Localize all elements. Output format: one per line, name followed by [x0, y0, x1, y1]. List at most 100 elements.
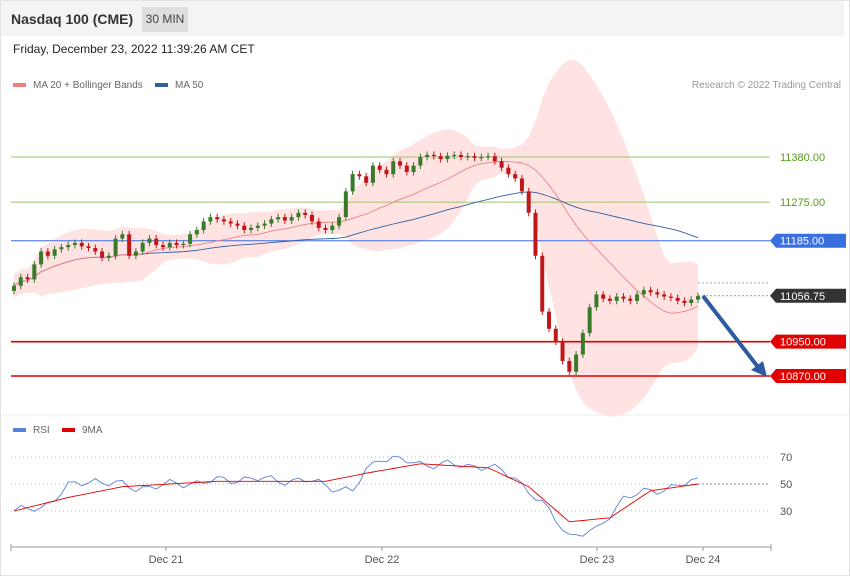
candle-body [492, 156, 497, 162]
candle-body [506, 167, 511, 175]
forecast-arrow-shaft [701, 294, 760, 369]
candle-body [655, 292, 660, 295]
legend-9ma-label: 9MA [82, 425, 103, 436]
rsi-line [13, 455, 699, 537]
candle-body [377, 165, 382, 170]
candle-body [560, 341, 565, 361]
candle-body [59, 247, 64, 250]
level-badge-3 [770, 288, 846, 303]
candle-body [201, 221, 206, 230]
legend-ma20-label: MA 20 + Bollinger Bands [33, 80, 143, 91]
candle-body [221, 219, 226, 222]
legend-ma50: MA 50 [155, 80, 203, 91]
candle-body [696, 296, 700, 300]
candle-body [391, 161, 396, 175]
candle-body [79, 242, 84, 247]
legend-rsi-label: RSI [33, 425, 50, 436]
candle-body [425, 154, 430, 157]
candle-body [32, 264, 37, 280]
candle-body [635, 294, 640, 301]
level-label-3: 11056.75 [780, 291, 825, 303]
candle-body [648, 290, 653, 293]
candle-body [418, 157, 423, 166]
legend-9ma: 9MA [62, 425, 103, 436]
level-label-4: 10950.00 [780, 337, 826, 349]
candle-body [343, 191, 348, 218]
candle-body [215, 217, 220, 220]
candles [12, 151, 700, 376]
candle-body [540, 255, 545, 312]
level-label-0: 11380.00 [780, 152, 825, 164]
candle-body [350, 174, 355, 192]
candle-body [228, 221, 233, 224]
candle-body [174, 242, 179, 246]
candle-body [242, 225, 247, 230]
candle-body [662, 294, 667, 297]
level-label-5: 10870.00 [780, 371, 826, 383]
candle-body [607, 298, 612, 301]
candle-body [188, 234, 193, 244]
level-badge-4 [770, 334, 846, 349]
candle-body [66, 245, 71, 248]
candle-body [194, 230, 199, 235]
timeframe-badge[interactable]: 30 MIN [142, 7, 188, 32]
candle-body [641, 290, 646, 295]
candle-body [133, 251, 138, 256]
level-label-2: 11185.00 [780, 236, 824, 248]
level-label-1: 11275.00 [780, 197, 825, 209]
legend-rsi: RSI [13, 425, 50, 436]
candle-body [547, 311, 552, 329]
candle-body [39, 251, 44, 265]
candle-body [472, 156, 477, 158]
rsi-panel: 70 50 30 [11, 452, 792, 537]
candle-body [486, 156, 491, 158]
candle-body [519, 178, 524, 192]
candle-body [580, 333, 585, 355]
candle-body [289, 217, 294, 221]
legend-ma50-swatch [155, 83, 168, 88]
candle-body [113, 238, 118, 256]
x-axis: Dec 21 Dec 22 Dec 23 Dec 24 [10, 544, 772, 566]
chart-header: Nasdaq 100 (CME) 30 MIN [1, 1, 844, 36]
chart-datetime: Friday, December 23, 2022 11:39:26 AM CE… [13, 42, 255, 56]
candle-body [574, 354, 579, 372]
candle-body [364, 176, 369, 183]
candle-body [479, 157, 484, 159]
candle-body [323, 227, 328, 230]
candle-body [276, 217, 281, 220]
candle-body [404, 165, 409, 173]
candle-body [208, 217, 213, 222]
candle-body [601, 294, 606, 299]
candle-body [160, 245, 165, 248]
candle-body [465, 156, 470, 158]
credit-text: Research © 2022 Trading Central [691, 80, 841, 91]
candle-body [458, 154, 463, 157]
candle-body [282, 217, 287, 221]
candle-body [526, 191, 531, 213]
candle-body [120, 234, 125, 239]
candle-body [533, 212, 538, 256]
candle-body [689, 299, 694, 303]
candle-body [384, 169, 389, 175]
legend-ma20: MA 20 + Bollinger Bands [13, 80, 143, 91]
candle-body [668, 296, 673, 298]
x-tick-label: Dec 23 [580, 554, 615, 566]
legend-9ma-swatch [62, 428, 75, 433]
level-badge-5 [770, 369, 846, 383]
candle-body [127, 234, 132, 256]
candle-body [25, 277, 30, 280]
candle-body [106, 255, 111, 258]
candle-body [249, 227, 254, 230]
candle-body [587, 307, 592, 334]
rsi-tick-30: 30 [780, 506, 792, 518]
candle-body [621, 296, 626, 299]
candle-body [682, 300, 687, 303]
candle-body [398, 161, 403, 166]
candle-body [72, 242, 77, 246]
rsi-tick-70: 70 [780, 452, 792, 464]
x-tick-label: Dec 22 [365, 554, 400, 566]
x-tick-label: Dec 24 [686, 554, 721, 566]
candle-body [594, 294, 599, 308]
candle-body [445, 155, 450, 160]
